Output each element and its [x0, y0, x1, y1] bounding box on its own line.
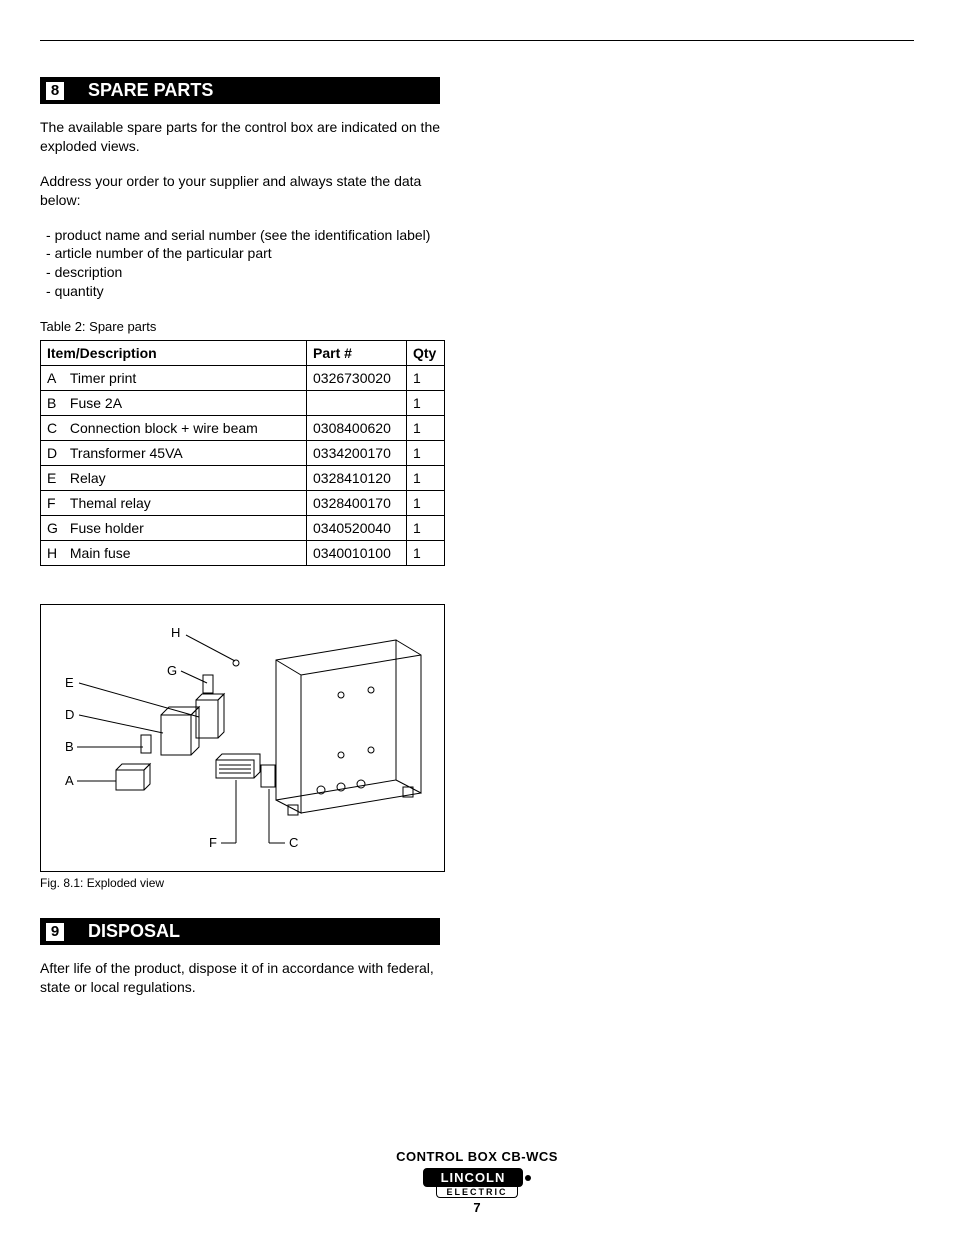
cell-letter: B — [41, 391, 64, 416]
brand-bottom: ELECTRIC — [436, 1187, 518, 1198]
cell-desc: Themal relay — [64, 491, 307, 516]
section-8-number: 8 — [46, 82, 64, 100]
top-rule — [40, 40, 914, 41]
cell-qty: 1 — [407, 366, 445, 391]
cell-qty: 1 — [407, 416, 445, 441]
bullet-item: product name and serial number (see the … — [40, 226, 460, 245]
section-9-title: DISPOSAL — [88, 921, 180, 942]
cell-desc: Timer print — [64, 366, 307, 391]
table-row: GFuse holder03405200401 — [41, 516, 445, 541]
cell-part: 0340010100 — [307, 541, 407, 566]
section-8-para-2: Address your order to your supplier and … — [40, 172, 460, 210]
cell-desc: Main fuse — [64, 541, 307, 566]
section-9-header: 9 DISPOSAL — [40, 918, 440, 945]
cell-qty: 1 — [407, 441, 445, 466]
fig-label-b: B — [65, 739, 74, 754]
exploded-view-figure: A B D E G H F C — [40, 604, 445, 872]
table-header-row: Item/Description Part # Qty — [41, 341, 445, 366]
table-row: FThemal relay03284001701 — [41, 491, 445, 516]
page-number: 7 — [40, 1200, 914, 1215]
brand-logo: LINCOLN ELECTRIC — [422, 1168, 532, 1198]
content-column: 8 SPARE PARTS The available spare parts … — [40, 77, 460, 997]
section-8-bullets: product name and serial number (see the … — [40, 226, 460, 302]
section-9-para-1: After life of the product, dispose it of… — [40, 959, 460, 997]
cell-part: 0340520040 — [307, 516, 407, 541]
fig-label-g: G — [167, 663, 177, 678]
table-row: DTransformer 45VA03342001701 — [41, 441, 445, 466]
cell-qty: 1 — [407, 541, 445, 566]
cell-desc: Fuse holder — [64, 516, 307, 541]
cell-desc: Connection block + wire beam — [64, 416, 307, 441]
cell-letter: A — [41, 366, 64, 391]
table-row: CConnection block + wire beam03084006201 — [41, 416, 445, 441]
bullet-item: article number of the particular part — [40, 244, 460, 263]
th-qty: Qty — [407, 341, 445, 366]
fig-label-e: E — [65, 675, 74, 690]
cell-qty: 1 — [407, 516, 445, 541]
cell-qty: 1 — [407, 466, 445, 491]
section-8-para-1: The available spare parts for the contro… — [40, 118, 460, 156]
fig-label-h: H — [171, 625, 180, 640]
brand-dot-icon — [525, 1175, 531, 1181]
cell-letter: E — [41, 466, 64, 491]
table-row: BFuse 2A 1 — [41, 391, 445, 416]
th-item: Item/Description — [41, 341, 307, 366]
table-2-caption: Table 2: Spare parts — [40, 319, 460, 334]
footer-title: CONTROL BOX CB-WCS — [40, 1149, 914, 1164]
page-footer: CONTROL BOX CB-WCS LINCOLN ELECTRIC 7 — [40, 1149, 914, 1215]
section-9-number: 9 — [46, 923, 64, 941]
table-row: HMain fuse03400101001 — [41, 541, 445, 566]
figure-8-1-caption: Fig. 8.1: Exploded view — [40, 876, 460, 890]
cell-part: 0326730020 — [307, 366, 407, 391]
brand-top: LINCOLN — [423, 1168, 523, 1187]
table-row: ERelay03284101201 — [41, 466, 445, 491]
cell-letter: F — [41, 491, 64, 516]
fig-label-f: F — [209, 835, 217, 850]
section-8-title: SPARE PARTS — [88, 80, 213, 101]
th-part: Part # — [307, 341, 407, 366]
cell-part: 0328400170 — [307, 491, 407, 516]
fig-label-a: A — [65, 773, 74, 788]
cell-part: 0334200170 — [307, 441, 407, 466]
fig-label-c: C — [289, 835, 298, 850]
section-8-header: 8 SPARE PARTS — [40, 77, 440, 104]
cell-qty: 1 — [407, 391, 445, 416]
cell-letter: D — [41, 441, 64, 466]
cell-desc: Relay — [64, 466, 307, 491]
cell-part: 0328410120 — [307, 466, 407, 491]
bullet-item: description — [40, 263, 460, 282]
cell-qty: 1 — [407, 491, 445, 516]
exploded-view-svg — [41, 605, 444, 871]
cell-desc: Fuse 2A — [64, 391, 307, 416]
bullet-item: quantity — [40, 282, 460, 301]
fig-label-d: D — [65, 707, 74, 722]
cell-letter: G — [41, 516, 64, 541]
cell-part: 0308400620 — [307, 416, 407, 441]
cell-letter: H — [41, 541, 64, 566]
table-row: ATimer print03267300201 — [41, 366, 445, 391]
cell-letter: C — [41, 416, 64, 441]
cell-part — [307, 391, 407, 416]
spare-parts-table: Item/Description Part # Qty ATimer print… — [40, 340, 445, 566]
cell-desc: Transformer 45VA — [64, 441, 307, 466]
